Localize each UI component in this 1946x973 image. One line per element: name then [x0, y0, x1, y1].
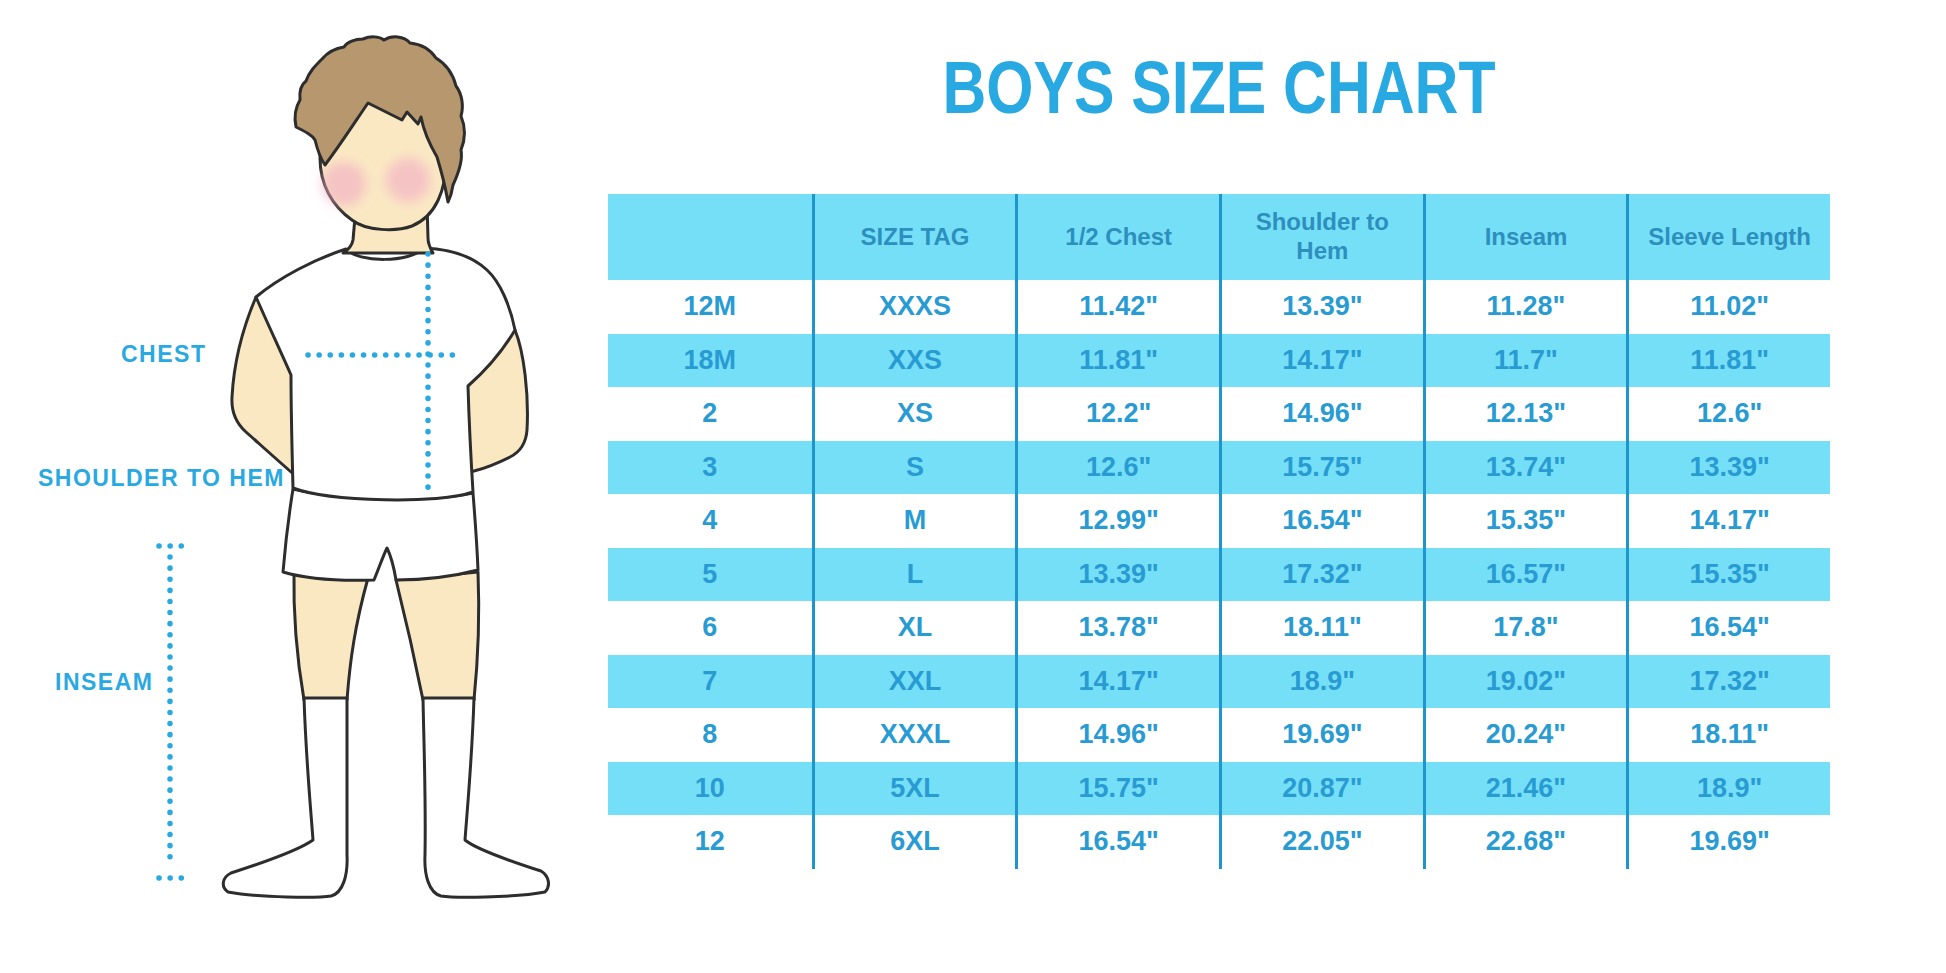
table-cell: 20.87" — [1219, 762, 1423, 816]
table-cell: 18.9" — [1626, 762, 1830, 816]
table-cell: 8 — [608, 708, 812, 762]
column-header: Inseam — [1423, 194, 1627, 280]
table-row: 105XL15.75"20.87"21.46"18.9" — [608, 762, 1830, 816]
table-cell: XXS — [812, 334, 1016, 388]
table-cell: 22.68" — [1423, 815, 1627, 869]
table-cell: 11.28" — [1423, 280, 1627, 334]
table-cell: 16.54" — [1626, 601, 1830, 655]
table-row: 2XS12.2"14.96"12.13"12.6" — [608, 387, 1830, 441]
table-cell: 11.7" — [1423, 334, 1627, 388]
table-row: 7XXL14.17"18.9"19.02"17.32" — [608, 655, 1830, 709]
table-cell: 11.81" — [1626, 334, 1830, 388]
table-cell: 12 — [608, 815, 812, 869]
table-cell: S — [812, 441, 1016, 495]
table-cell: 22.05" — [1219, 815, 1423, 869]
table-cell: 21.46" — [1423, 762, 1627, 816]
table-cell: 19.69" — [1219, 708, 1423, 762]
table-cell: 17.8" — [1423, 601, 1627, 655]
table-cell: 12.2" — [1015, 387, 1219, 441]
table-cell: 14.96" — [1015, 708, 1219, 762]
table-cell: 20.24" — [1423, 708, 1627, 762]
table-cell: 11.81" — [1015, 334, 1219, 388]
left-leg — [294, 570, 368, 700]
table-cell: 15.35" — [1626, 548, 1830, 602]
right-leg — [396, 572, 479, 700]
table-cell: 16.57" — [1423, 548, 1627, 602]
table-cell: 11.02" — [1626, 280, 1830, 334]
table-cell: 4 — [608, 494, 812, 548]
table-cell: 14.17" — [1015, 655, 1219, 709]
table-cell: 6XL — [812, 815, 1016, 869]
table-cell: 11.42" — [1015, 280, 1219, 334]
table-cell: 3 — [608, 441, 812, 495]
page-title: BOYS SIZE CHART — [718, 45, 1720, 130]
table-cell: 2 — [608, 387, 812, 441]
table-cell: 12.6" — [1626, 387, 1830, 441]
blush-left — [322, 162, 366, 206]
table-cell: 19.69" — [1626, 815, 1830, 869]
table-cell: XXL — [812, 655, 1016, 709]
right-sock — [423, 698, 548, 897]
table-cell: 16.54" — [1219, 494, 1423, 548]
inseam-label: INSEAM — [55, 669, 153, 696]
table-cell: 16.54" — [1015, 815, 1219, 869]
table-cell: 13.74" — [1423, 441, 1627, 495]
table-cell: 15.75" — [1015, 762, 1219, 816]
left-sock — [223, 698, 347, 897]
table-row: 3S12.6"15.75"13.74"13.39" — [608, 441, 1830, 495]
table-cell: 14.17" — [1626, 494, 1830, 548]
shorts — [283, 489, 478, 580]
table-cell: 15.35" — [1423, 494, 1627, 548]
column-header: Sleeve Length — [1626, 194, 1830, 280]
chest-label: CHEST — [121, 341, 206, 368]
table-row: 126XL16.54"22.05"22.68"19.69" — [608, 815, 1830, 869]
table-row: 12MXXXS11.42"13.39"11.28"11.02" — [608, 280, 1830, 334]
table-cell: XL — [812, 601, 1016, 655]
table-cell: 17.32" — [1626, 655, 1830, 709]
table-cell: XXXS — [812, 280, 1016, 334]
table-row: 6XL13.78"18.11"17.8"16.54" — [608, 601, 1830, 655]
column-header: Shoulder to Hem — [1219, 194, 1423, 280]
table-cell: 19.02" — [1423, 655, 1627, 709]
table-cell: 10 — [608, 762, 812, 816]
table-cell: 12M — [608, 280, 812, 334]
table-cell: 18.9" — [1219, 655, 1423, 709]
table-cell: 13.78" — [1015, 601, 1219, 655]
table-cell: 15.75" — [1219, 441, 1423, 495]
table-header-row: SIZE TAG1/2 ChestShoulder to HemInseamSl… — [608, 194, 1830, 280]
table-cell: 14.17" — [1219, 334, 1423, 388]
table-cell: 13.39" — [1219, 280, 1423, 334]
table-cell: 12.6" — [1015, 441, 1219, 495]
table-cell: XS — [812, 387, 1016, 441]
table-cell: 6 — [608, 601, 812, 655]
table-row: 4M12.99"16.54"15.35"14.17" — [608, 494, 1830, 548]
blush-right — [386, 158, 430, 202]
table-cell: 13.39" — [1626, 441, 1830, 495]
table-cell: 18.11" — [1626, 708, 1830, 762]
table-cell: 5XL — [812, 762, 1016, 816]
table-cell: 7 — [608, 655, 812, 709]
table-row: 8XXXL14.96"19.69"20.24"18.11" — [608, 708, 1830, 762]
table-cell: 12.99" — [1015, 494, 1219, 548]
table-cell: M — [812, 494, 1016, 548]
column-header: 1/2 Chest — [1015, 194, 1219, 280]
column-header: SIZE TAG — [812, 194, 1016, 280]
table-cell: 17.32" — [1219, 548, 1423, 602]
table-cell: XXXL — [812, 708, 1016, 762]
table-cell: 18M — [608, 334, 812, 388]
table-cell: 18.11" — [1219, 601, 1423, 655]
table-row: 18MXXS11.81"14.17"11.7"11.81" — [608, 334, 1830, 388]
table-cell: 5 — [608, 548, 812, 602]
table-row: 5L13.39"17.32"16.57"15.35" — [608, 548, 1830, 602]
size-table: SIZE TAG1/2 ChestShoulder to HemInseamSl… — [608, 194, 1830, 869]
table-cell: 13.39" — [1015, 548, 1219, 602]
table-cell: L — [812, 548, 1016, 602]
shoulder-to-hem-label: SHOULDER TO HEM — [38, 465, 285, 492]
table-cell: 14.96" — [1219, 387, 1423, 441]
table-cell: 12.13" — [1423, 387, 1627, 441]
column-header — [608, 194, 812, 280]
